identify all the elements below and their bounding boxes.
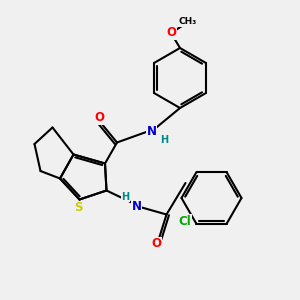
Text: O: O — [166, 26, 176, 40]
Text: O: O — [94, 111, 104, 124]
Text: O: O — [152, 237, 162, 250]
Text: S: S — [74, 201, 82, 214]
Text: N: N — [131, 200, 142, 214]
Text: H: H — [160, 135, 168, 145]
Text: N: N — [146, 125, 157, 138]
Text: Cl: Cl — [178, 215, 191, 228]
Text: H: H — [121, 191, 129, 202]
Text: CH₃: CH₃ — [178, 17, 196, 26]
